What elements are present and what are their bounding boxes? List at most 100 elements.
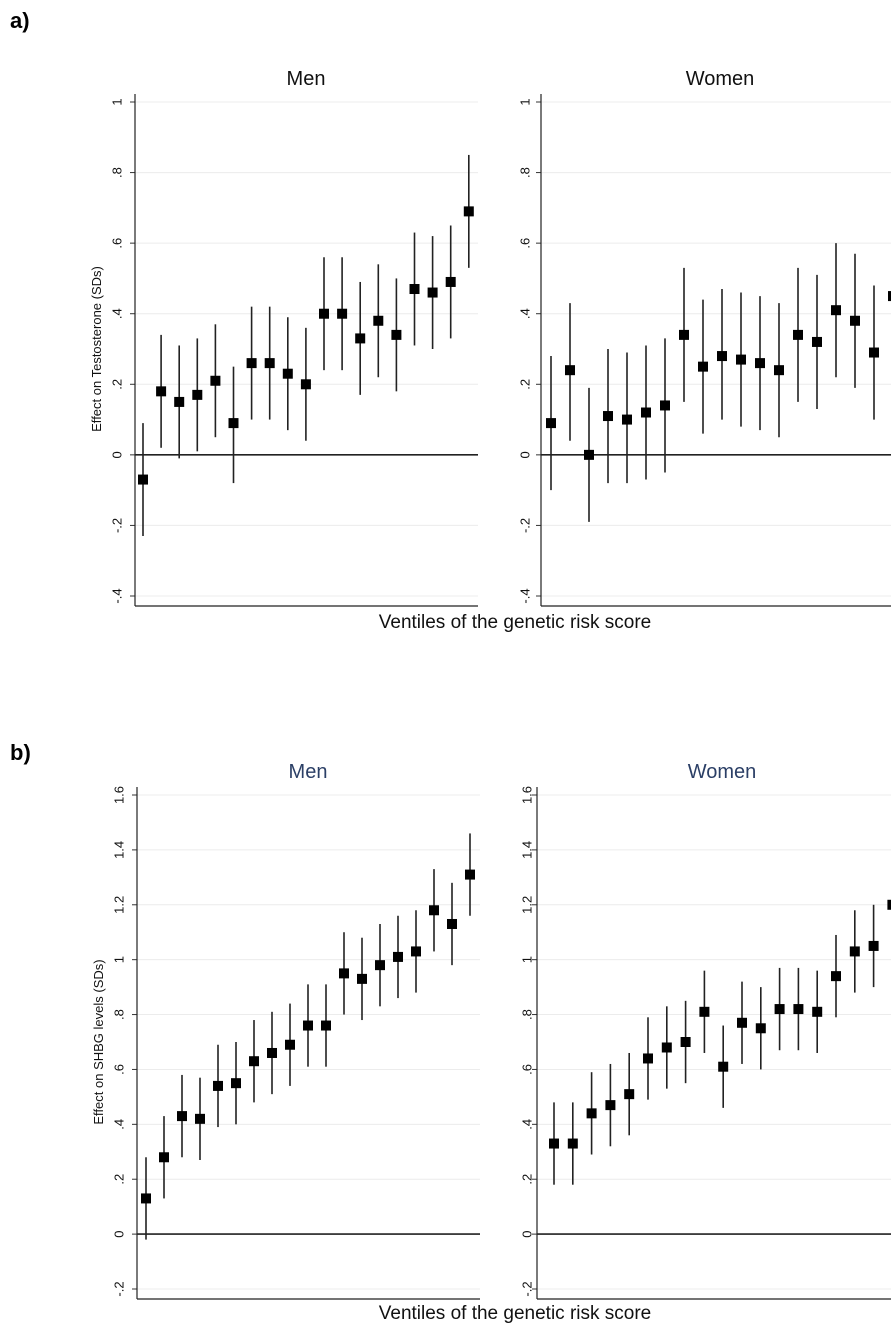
point-estimate-marker — [174, 396, 185, 407]
point-estimate-marker — [463, 206, 474, 217]
y-tick-label: .8 — [111, 1009, 126, 1020]
y-tick-label: 1 — [109, 98, 124, 105]
point-estimate-marker — [737, 1017, 747, 1028]
y-tick-label: 0 — [111, 1230, 126, 1237]
chart-1-group: 1 .8 .6 .4 .2 0 -.2 -.4 Men Effect on Testosteron… — [89, 68, 651, 633]
point-estimate-marker — [138, 474, 148, 485]
charts-root: 1 .8 .6 .4 .2 0 -.2 -.4 Men Effect on Testosteron… — [89, 68, 891, 1324]
y-tick-label: 1.2 — [519, 896, 534, 914]
y-tick-label: -.2 — [517, 518, 532, 533]
chart-2-group: 1 .8 .6 .4 .2 0 -.2 -.4 Women — [517, 68, 891, 607]
y-tick-label: -.4 — [517, 588, 532, 603]
y-tick-label: 0 — [109, 451, 124, 458]
point-estimate-marker — [793, 329, 803, 340]
point-estimate-marker — [339, 968, 349, 979]
y-tick-label: 1 — [517, 98, 532, 105]
point-estimate-marker — [869, 347, 879, 358]
point-estimate-marker — [427, 287, 438, 298]
x-axis-label: Ventiles of the genetic risk score — [379, 1303, 651, 1324]
point-estimate-marker — [445, 276, 456, 287]
point-estimate-marker — [337, 308, 348, 319]
point-estimate-marker — [812, 1006, 823, 1017]
y-axis-label: Effect on SHBG levels (SDs) — [91, 959, 106, 1124]
point-estimate-marker — [300, 379, 311, 390]
chart-4-group: 1.6 1.4 1.2 1 .8 .6 .4 .2 0 -.2 Women — [519, 761, 891, 1300]
point-estimate-marker — [282, 368, 293, 379]
y-tick-label: .2 — [111, 1174, 126, 1185]
y-tick-label: .8 — [517, 167, 532, 178]
point-estimate-marker — [584, 449, 594, 460]
point-estimate-marker — [850, 315, 860, 326]
y-tick-label: .2 — [519, 1174, 534, 1185]
y-axis-label: Effect on Testosterone (SDs) — [89, 266, 104, 432]
point-estimate-marker — [141, 1193, 151, 1204]
panel-a-label: a) — [10, 8, 30, 33]
point-estimate-marker — [321, 1020, 331, 1031]
point-estimate-marker — [586, 1108, 597, 1119]
chart-subtitle: Men — [289, 761, 328, 783]
y-tick-label: 1.2 — [111, 896, 126, 914]
y-tick-label: 1.4 — [111, 841, 126, 859]
y-tick-label: .6 — [109, 238, 124, 249]
point-estimate-marker — [622, 414, 632, 425]
x-axis-label: Ventiles of the genetic risk score — [379, 612, 651, 633]
point-estimate-marker — [660, 400, 670, 411]
y-tick-label: .6 — [519, 1064, 534, 1075]
y-tick-label: 1.6 — [519, 786, 534, 804]
point-estimate-marker — [195, 1113, 205, 1124]
y-tick-label: .8 — [109, 167, 124, 178]
point-estimate-marker — [605, 1100, 616, 1111]
point-estimate-marker — [249, 1056, 259, 1067]
y-tick-label: -.4 — [109, 588, 124, 603]
y-tick-label: -.2 — [111, 1281, 126, 1296]
y-tick-label: 0 — [517, 451, 532, 458]
point-estimate-marker — [429, 905, 439, 916]
point-estimate-marker — [831, 305, 841, 316]
point-estimate-marker — [285, 1039, 295, 1050]
data-marks — [546, 243, 891, 522]
point-estimate-marker — [228, 418, 239, 429]
point-estimate-marker — [393, 951, 403, 962]
y-tick-label: .4 — [519, 1119, 534, 1130]
point-estimate-marker — [699, 1006, 710, 1017]
point-estimate-marker — [679, 329, 689, 340]
point-estimate-marker — [213, 1080, 223, 1091]
point-estimate-marker — [718, 1061, 729, 1072]
y-tick-label: 1 — [519, 956, 534, 963]
point-estimate-marker — [192, 389, 203, 400]
point-estimate-marker — [717, 351, 727, 362]
y-tick-label: -.2 — [519, 1281, 534, 1296]
data-marks — [549, 899, 891, 1185]
point-estimate-marker — [465, 869, 475, 880]
point-estimate-marker — [411, 946, 421, 957]
y-tick-label: .6 — [517, 238, 532, 249]
point-estimate-marker — [774, 1004, 785, 1015]
point-estimate-marker — [319, 308, 329, 319]
point-estimate-marker — [624, 1089, 635, 1100]
point-estimate-marker — [546, 418, 556, 429]
point-estimate-marker — [373, 315, 384, 326]
point-estimate-marker — [303, 1020, 313, 1031]
y-tick-label: 1.6 — [111, 786, 126, 804]
point-estimate-marker — [812, 336, 822, 347]
point-estimate-marker — [210, 375, 221, 386]
point-estimate-marker — [447, 918, 457, 929]
y-tick-label: -.2 — [109, 518, 124, 533]
point-estimate-marker — [231, 1078, 241, 1089]
point-estimate-marker — [641, 407, 651, 418]
point-estimate-marker — [793, 1004, 804, 1015]
point-estimate-marker — [774, 365, 784, 376]
point-estimate-marker — [565, 365, 575, 376]
point-estimate-marker — [755, 358, 765, 369]
point-estimate-marker — [264, 358, 275, 369]
point-estimate-marker — [567, 1138, 578, 1149]
point-estimate-marker — [888, 291, 891, 302]
y-tick-label: 1 — [111, 956, 126, 963]
point-estimate-marker — [391, 329, 402, 340]
point-estimate-marker — [680, 1037, 691, 1047]
point-estimate-marker — [661, 1042, 672, 1053]
y-tick-label: .2 — [517, 379, 532, 390]
